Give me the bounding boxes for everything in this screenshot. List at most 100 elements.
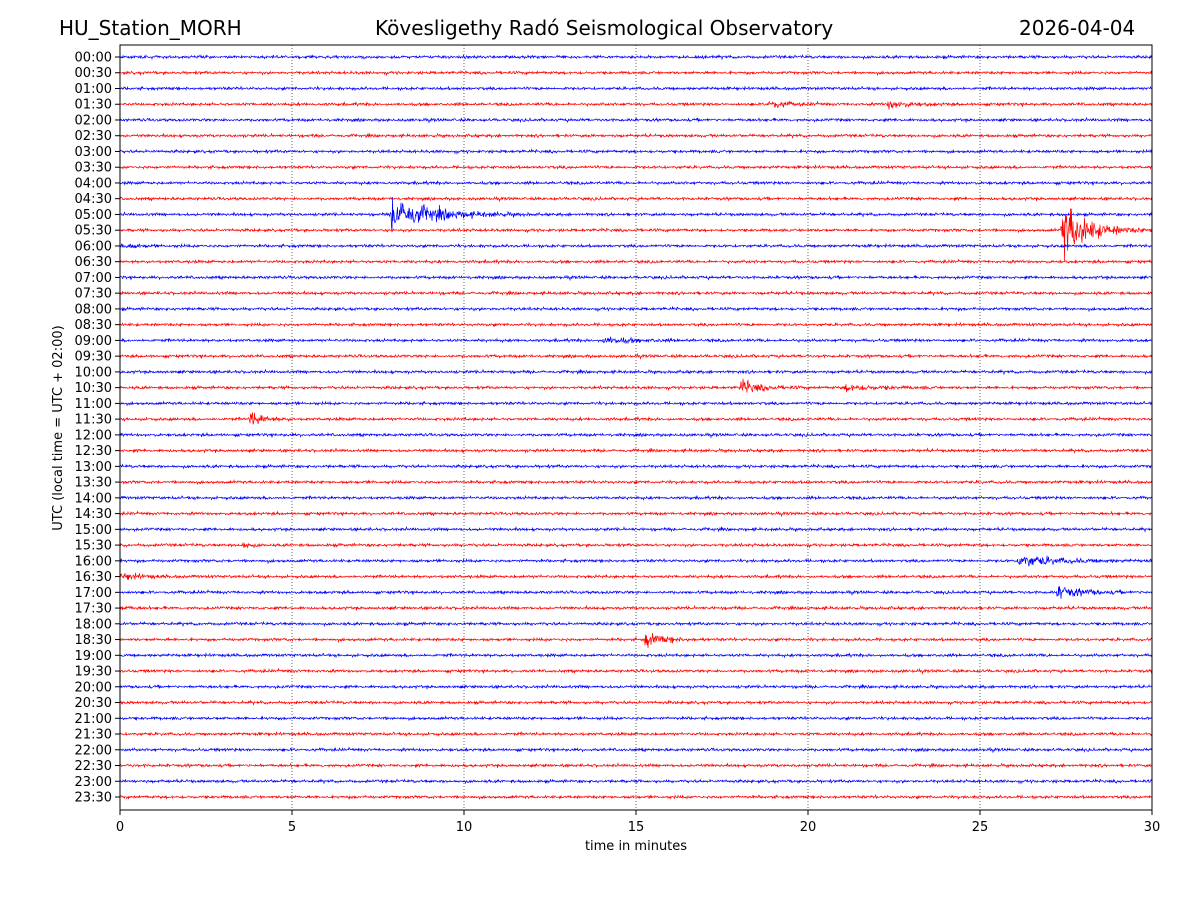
y-tick-label: 13:30: [75, 476, 112, 491]
y-tick-label: 19:00: [75, 649, 112, 664]
trace-1500: [119, 526, 1153, 533]
x-tick-label: 20: [800, 820, 817, 835]
y-tick-label: 22:30: [75, 759, 112, 774]
trace-1700: [119, 586, 1153, 599]
y-tick-label: 05:00: [75, 208, 112, 223]
trace-1330: [119, 478, 1153, 485]
y-tick-label: 09:00: [75, 334, 112, 349]
y-tick-label: 23:30: [75, 791, 112, 806]
trace-1200: [119, 431, 1153, 439]
y-tick-label: 13:00: [75, 460, 112, 475]
trace-2100: [119, 715, 1153, 722]
y-tick-label: 06:00: [75, 239, 112, 254]
trace-0530: [119, 208, 1153, 262]
y-tick-label: 18:30: [75, 633, 112, 648]
y-tick-label: 11:00: [75, 397, 112, 412]
trace-0500: [119, 196, 1153, 233]
y-tick-label: 21:00: [75, 712, 112, 727]
y-tick-label: 02:30: [75, 129, 112, 144]
trace-0130: [119, 100, 1153, 110]
y-tick-label: 17:00: [75, 586, 112, 601]
trace-1400: [119, 494, 1153, 501]
trace-0300: [119, 148, 1153, 155]
y-tick-label: 12:30: [75, 444, 112, 459]
trace-0330: [119, 164, 1153, 171]
y-tick-label: 14:30: [75, 507, 112, 522]
y-tick-label: 00:00: [75, 51, 112, 66]
trace-1230: [119, 447, 1153, 454]
trace-0000: [119, 54, 1153, 61]
y-tick-label: 15:30: [75, 539, 112, 554]
trace-0100: [119, 85, 1152, 92]
y-tick-label: 10:30: [75, 381, 112, 396]
y-tick-label: 19:30: [75, 665, 112, 680]
y-tick-label: 10:00: [75, 365, 112, 380]
x-axis: 0 5 10 15 20 25 30: [116, 810, 1160, 835]
y-tick-label: 04:30: [75, 192, 112, 207]
trace-1600: [119, 555, 1153, 567]
y-tick-label: 00:30: [75, 66, 112, 81]
x-tick-label: 5: [288, 820, 296, 835]
y-tick-label: 07:00: [75, 271, 112, 286]
trace-0030: [119, 69, 1153, 77]
y-tick-label: 08:00: [75, 302, 112, 317]
trace-0930: [119, 352, 1153, 360]
y-tick-label: 03:30: [75, 161, 112, 176]
y-tick-label: 06:30: [75, 255, 112, 270]
y-tick-label: 22:00: [75, 743, 112, 758]
trace-0630: [119, 258, 1153, 265]
y-tick-label: 16:00: [75, 554, 112, 569]
y-tick-label: 08:30: [75, 318, 112, 333]
y-tick-label: 15:00: [75, 523, 112, 538]
y-tick-label: 17:30: [75, 602, 112, 617]
y-tick-label: 20:00: [75, 680, 112, 695]
trace-1300: [119, 463, 1153, 470]
trace-2000: [119, 683, 1153, 691]
x-tick-label: 30: [1144, 820, 1161, 835]
y-tick-label: 12:00: [75, 428, 112, 443]
y-tick-label: 05:30: [75, 224, 112, 239]
y-tick-label: 01:30: [75, 98, 112, 113]
trace-1130: [119, 412, 1153, 425]
x-tick-label: 0: [116, 820, 124, 835]
grid-lines: [291, 45, 981, 810]
trace-1930: [119, 667, 1153, 675]
y-tick-label: 03:00: [75, 145, 112, 160]
y-tick-label: 07:30: [75, 287, 112, 302]
trace-0730: [119, 289, 1153, 297]
trace-0800: [119, 305, 1153, 313]
y-tick-label: 23:00: [75, 775, 112, 790]
y-axis-label: UTC (local time = UTC + 02:00): [51, 325, 66, 530]
trace-0600: [119, 242, 1153, 249]
y-axis: 00:0000:3001:0001:3002:0002:3003:0003:30…: [75, 51, 120, 806]
trace-2230: [119, 762, 1153, 769]
trace-1000: [119, 368, 1153, 376]
y-tick-label: 20:30: [75, 696, 112, 711]
x-tick-label: 15: [628, 820, 645, 835]
trace-0830: [119, 321, 1153, 328]
trace-2030: [119, 699, 1153, 706]
trace-1630: [119, 572, 1153, 581]
station-label: HU_Station_MORH: [59, 16, 242, 40]
trace-1830: [119, 632, 1153, 648]
seismic-traces: [119, 54, 1153, 801]
y-tick-label: 09:30: [75, 350, 112, 365]
x-tick-label: 25: [972, 820, 989, 835]
y-tick-label: 14:00: [75, 491, 112, 506]
y-tick-label: 18:00: [75, 617, 112, 632]
trace-0700: [119, 274, 1153, 282]
trace-1800: [119, 620, 1153, 628]
trace-0430: [119, 195, 1153, 203]
y-tick-label: 16:30: [75, 570, 112, 585]
trace-2300: [119, 778, 1153, 785]
x-tick-label: 10: [456, 820, 473, 835]
trace-2330: [119, 793, 1153, 801]
trace-1030: [119, 378, 1153, 393]
trace-0900: [119, 335, 1153, 345]
trace-1730: [119, 604, 1153, 612]
trace-1900: [119, 652, 1153, 659]
trace-0230: [119, 132, 1153, 140]
y-tick-label: 11:30: [75, 413, 112, 428]
date-label: 2026-04-04: [1019, 16, 1136, 40]
